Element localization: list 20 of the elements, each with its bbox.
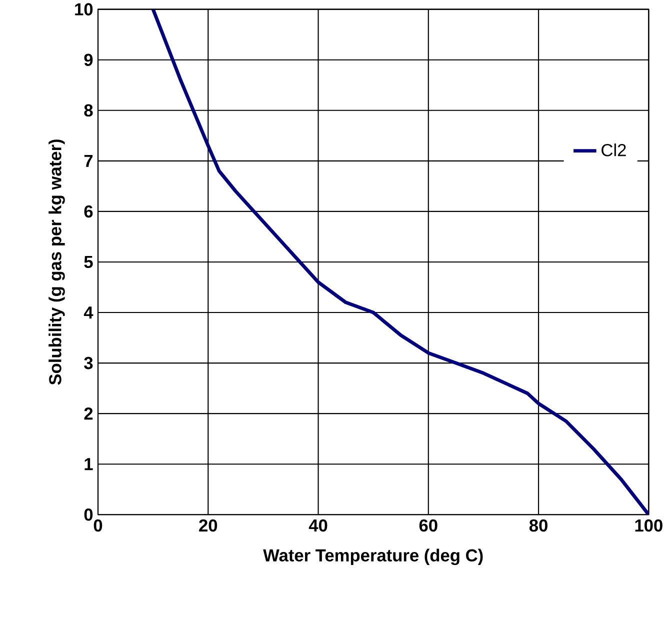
legend-label: Cl2 xyxy=(602,144,626,156)
x-tick-label: 100 xyxy=(635,519,662,532)
y-tick-label: 5 xyxy=(84,256,93,268)
y-tick-label: 7 xyxy=(84,154,93,167)
x-tick-label: 60 xyxy=(419,519,438,532)
y-tick-label: 3 xyxy=(84,356,93,370)
y-tick-label: 8 xyxy=(84,104,93,117)
x-tick-label: 40 xyxy=(308,519,328,532)
x-axis-title: Water Temperature (deg C) xyxy=(263,548,483,566)
x-tick-label: 0 xyxy=(94,519,102,532)
y-tick-label: 1 xyxy=(84,458,93,470)
y-tick-label: 6 xyxy=(84,205,93,218)
x-tick-label: 80 xyxy=(529,519,548,532)
y-tick-label: 9 xyxy=(84,54,93,66)
y-tick-label: 0 xyxy=(84,508,93,521)
y-tick-label: 4 xyxy=(84,306,94,318)
x-tick-label: 20 xyxy=(199,519,218,532)
y-tick-label: 10 xyxy=(75,3,93,16)
y-axis-title: Solubility (g gas per kg water) xyxy=(48,140,65,385)
y-tick-label: 2 xyxy=(84,408,93,420)
